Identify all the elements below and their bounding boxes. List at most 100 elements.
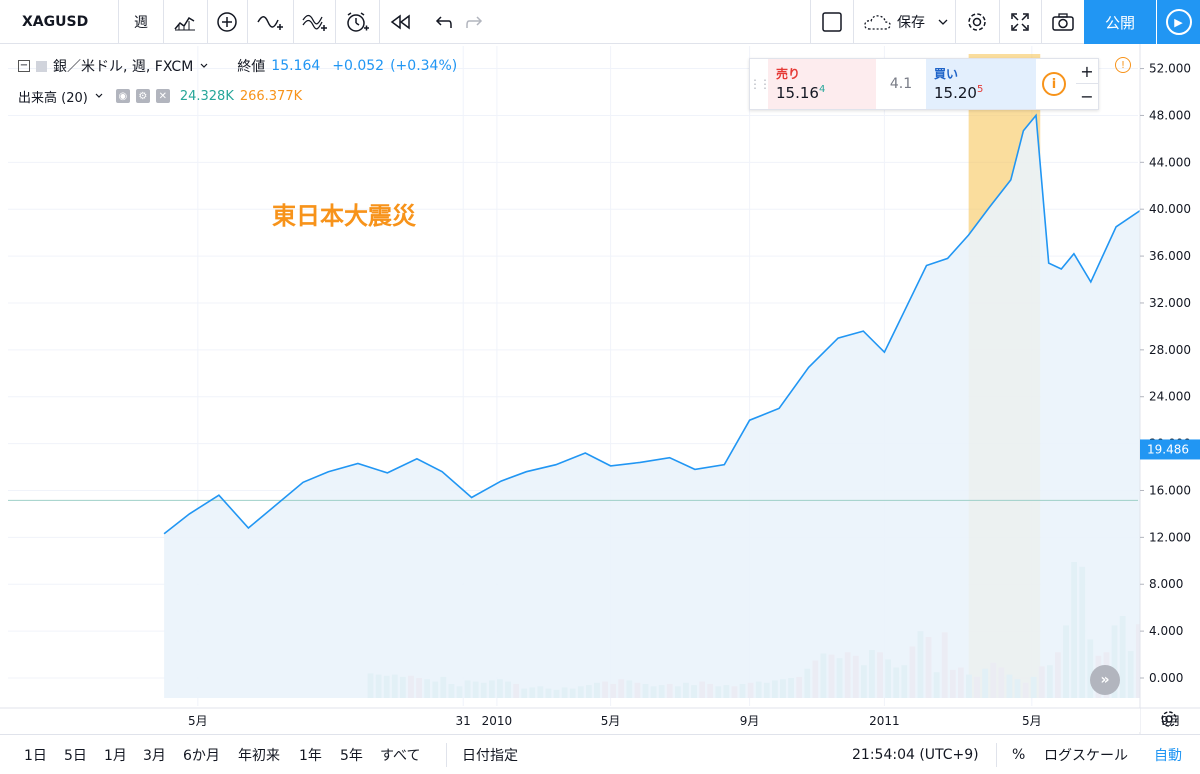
time-tick-label: 31 — [456, 714, 471, 728]
annotation-label: 東日本大震災 — [272, 202, 417, 230]
play-icon: ▶ — [1165, 9, 1192, 35]
symbol-flag-icon — [36, 60, 47, 72]
change-value: +0.052 — [332, 58, 385, 74]
save-button[interactable]: 保存 — [856, 0, 956, 44]
save-label: 保存 — [897, 15, 925, 31]
range-5y-button[interactable]: 5年 — [340, 748, 363, 764]
add-indicator-icon[interactable] — [208, 0, 246, 44]
range-1y-button[interactable]: 1年 — [299, 748, 322, 764]
price-tick-label: 48.000 — [1149, 108, 1191, 122]
collapse-icon[interactable]: − — [18, 60, 30, 72]
chart-legend: − 銀／米ドル, 週, FXCM 終値 15.164 +0.052 (+0.34… — [18, 54, 457, 108]
trade-widget: ⋮⋮ 売り 15.164 4.1 買い 15.205 i + − — [749, 58, 1099, 110]
symbol-search-button[interactable]: XAGUSD — [22, 14, 89, 30]
undo-icon[interactable] — [424, 0, 460, 44]
toolbar-divider — [853, 0, 854, 44]
price-tick-label: 40.000 — [1149, 202, 1191, 216]
price-tick-label: 32.000 — [1149, 296, 1191, 310]
close-label: 終値 — [237, 59, 266, 75]
time-tick-label: 5月 — [601, 714, 621, 728]
buy-button[interactable]: 買い 15.205 — [926, 59, 1036, 109]
toolbar-divider — [955, 0, 956, 44]
price-tick-label: 4.000 — [1149, 624, 1183, 638]
visibility-icon[interactable]: ◉ — [115, 89, 130, 103]
scroll-to-realtime-icon[interactable]: » — [1090, 665, 1120, 695]
price-chart[interactable]: 52.000 48.000 44.000 40.000 36.000 32.000 28.0… — [0, 44, 1200, 734]
bar-style-icon[interactable] — [164, 0, 206, 44]
snapshot-icon[interactable] — [1042, 0, 1084, 44]
price-tick-label: 12.000 — [1149, 530, 1191, 544]
time-tick-label: 2010 — [482, 714, 513, 728]
volume-value-2: 266.377K — [239, 88, 303, 104]
price-tick-label: 28.000 — [1149, 343, 1191, 357]
time-tick-label: 5月 — [1022, 714, 1042, 728]
publish-button[interactable]: 公開 — [1084, 0, 1156, 44]
last-price-badge: 19.486 — [1140, 439, 1200, 460]
change-percent: (+0.34%) — [390, 58, 458, 74]
fullscreen-icon[interactable] — [1000, 0, 1040, 44]
drag-handle-icon[interactable]: ⋮⋮ — [749, 77, 771, 91]
redo-icon[interactable] — [458, 0, 494, 44]
toolbar-divider — [1041, 0, 1042, 44]
format-icon[interactable]: ⚙ — [135, 89, 150, 103]
info-icon[interactable]: i — [1042, 72, 1066, 96]
indicators-icon[interactable] — [248, 0, 292, 44]
time-tick-label: 2011 — [869, 714, 900, 728]
price-line — [163, 113, 1200, 535]
price-tick-label: 16.000 — [1149, 483, 1191, 497]
toolbar-divider — [207, 0, 208, 44]
time-tick-label: 9月 — [740, 714, 760, 728]
last-price-label: 19.486 — [1147, 442, 1189, 456]
chevron-down-icon — [938, 19, 948, 25]
range-5d-button[interactable]: 5日 — [64, 748, 87, 764]
range-all-button[interactable]: すべて — [380, 748, 421, 764]
series-title[interactable]: 銀／米ドル, 週, FXCM — [53, 59, 194, 75]
volume-label[interactable]: 出来高 (20) — [18, 90, 88, 106]
remove-icon[interactable]: ✕ — [155, 89, 170, 103]
price-axis-background — [1140, 44, 1200, 734]
toolbar-divider — [118, 0, 119, 44]
close-value: 15.164 — [271, 58, 321, 74]
time-tick-label: 5月 — [188, 714, 208, 728]
quantity-plus-button[interactable]: + — [1076, 60, 1098, 84]
range-3m-button[interactable]: 3月 — [143, 748, 166, 764]
sell-button[interactable]: 売り 15.164 — [768, 59, 876, 109]
time-axis-background — [0, 708, 1140, 732]
bottom-divider — [446, 743, 447, 767]
range-ytd-button[interactable]: 年初来 — [238, 748, 280, 764]
layout-icon[interactable] — [812, 0, 852, 44]
price-tick-label: 24.000 — [1149, 390, 1191, 404]
toolbar-divider — [379, 0, 380, 44]
clock-label[interactable]: 21:54:04 (UTC+9) — [852, 747, 979, 763]
price-tick-label: 36.000 — [1149, 249, 1191, 263]
range-6m-button[interactable]: 6か月 — [183, 748, 220, 764]
percent-scale-button[interactable]: % — [1012, 747, 1026, 763]
buy-label: 買い — [934, 67, 959, 81]
range-1d-button[interactable]: 1日 — [24, 748, 47, 764]
play-button[interactable]: ▶ — [1156, 0, 1200, 44]
toolbar-divider — [163, 0, 164, 44]
price-tick-label: 52.000 — [1149, 62, 1191, 76]
chevron-down-icon[interactable] — [94, 91, 104, 101]
toolbar-divider — [335, 0, 336, 44]
settings-icon[interactable] — [956, 0, 998, 44]
alert-icon[interactable] — [336, 0, 378, 44]
bottom-divider — [996, 743, 997, 767]
auto-scale-button[interactable]: 自動 — [1154, 748, 1182, 764]
toolbar-divider — [293, 0, 294, 44]
time-axis: 5月3120105月9月20115月9月20125月9月20135月 — [188, 714, 1181, 728]
quantity-minus-button[interactable]: − — [1080, 86, 1094, 106]
replay-icon[interactable] — [380, 0, 422, 44]
log-scale-button[interactable]: ログスケール — [1044, 748, 1128, 764]
interval-button[interactable]: 週 — [134, 15, 148, 31]
chart-settings-icon[interactable] — [1156, 706, 1182, 732]
top-toolbar: XAGUSD 週 保存 — [0, 0, 1200, 44]
goto-date-button[interactable]: 日付指定 — [462, 748, 518, 764]
range-1m-button[interactable]: 1月 — [104, 748, 127, 764]
warning-icon[interactable]: ! — [1115, 57, 1131, 73]
volume-value-1: 24.328K — [179, 88, 234, 104]
price-tick-label: 8.000 — [1149, 577, 1183, 591]
templates-icon[interactable] — [294, 0, 334, 44]
cloud-save-icon — [864, 15, 891, 30]
chevron-down-icon[interactable] — [199, 61, 209, 71]
